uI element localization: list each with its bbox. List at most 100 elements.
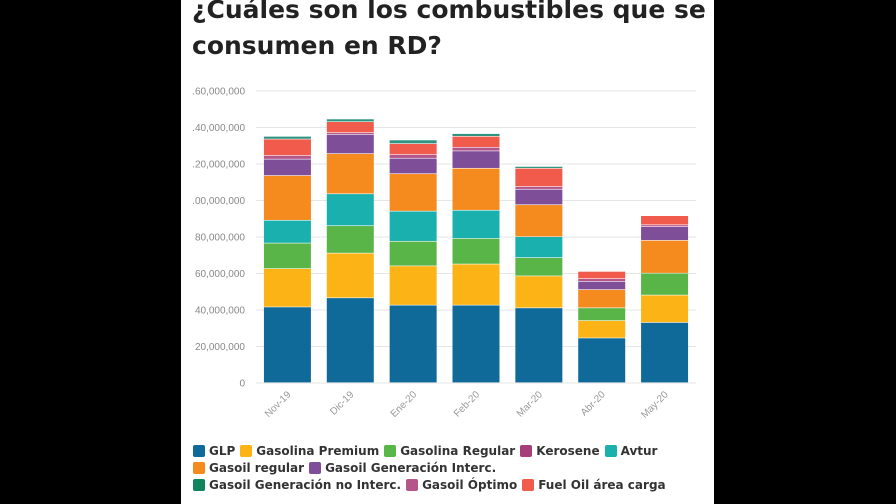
legend-swatch (522, 479, 535, 491)
bar-segment (263, 307, 311, 383)
legend-label: Fuel Oil área carga (538, 478, 666, 492)
legend-label: Gasoil Generación Interc. (325, 461, 497, 475)
y-tick-label: 0 (239, 379, 245, 390)
bar-segment (389, 241, 437, 266)
bar-segment (389, 158, 437, 174)
legend-label: Gasoil Generación no Interc. (209, 478, 402, 492)
y-tick-label: .00,000,000 (192, 196, 245, 207)
y-tick-label: .20,000,000 (192, 160, 245, 171)
legend-row: Gasoil regular Gasoil Generación Interc. (193, 461, 713, 477)
bar-segment (515, 237, 563, 258)
chart-title: ¿Cuáles son los combustibles que se cons… (192, 0, 706, 60)
bar-segment (578, 308, 626, 321)
legend-item: Gasoil Generación Interc. (309, 461, 496, 475)
bar-segment (389, 140, 437, 144)
legend-swatch (384, 445, 397, 457)
bar-segment (263, 268, 311, 307)
bar-segment (452, 238, 500, 264)
bar-segment (326, 226, 374, 253)
bar-segment (641, 226, 689, 241)
bar-segment (326, 134, 374, 154)
bar-segment (578, 278, 626, 282)
bar-segment (326, 122, 374, 133)
bar-segment (452, 264, 500, 305)
legend-swatch (193, 445, 205, 457)
x-tick-label: Dic-19 (328, 389, 357, 418)
bar-segment (641, 240, 689, 273)
y-tick-label: 40,000,000 (195, 306, 245, 317)
legend-item: Kerosene (520, 444, 600, 458)
bar-segment (263, 243, 311, 269)
legend-item: Gasoil regular (193, 461, 304, 475)
bar-segment (515, 308, 563, 383)
legend-item: GLP (193, 444, 235, 458)
legend-label: Gasolina Regular (400, 444, 516, 458)
x-tick-label: Feb-20 (452, 389, 482, 419)
bar-segment (515, 166, 563, 168)
bar-segment (641, 216, 689, 225)
legend-row: Gasoil Generación no Interc. Gasoil Óptim… (193, 478, 713, 494)
x-tick-label: Nov-19 (263, 389, 294, 420)
bar-segment (263, 159, 311, 176)
legend-swatch (193, 462, 205, 474)
legend-label: GLP (209, 444, 236, 458)
bar-segment (641, 295, 689, 323)
legend-swatch (406, 479, 419, 491)
bar-segment (326, 119, 374, 122)
bar-segment (641, 225, 689, 227)
legend-label: Gasolina Premium (256, 444, 380, 458)
bar-segment (515, 257, 563, 276)
bar-segment (452, 168, 500, 210)
bar-segment (389, 154, 437, 158)
bar-segment (452, 210, 500, 239)
bar-segment (389, 143, 437, 155)
legend-item: Gasolina Regular (384, 444, 515, 458)
x-tick-label: May-20 (639, 389, 671, 421)
stacked-bar-chart: 0 20,000,000 40,000,000 60,000,000 80,000,00… (192, 87, 696, 421)
bar-segment (389, 211, 437, 241)
legend-label: Avtur (620, 444, 658, 458)
bar-segment (578, 281, 626, 290)
bar-segment (578, 320, 626, 338)
bar-segment (452, 147, 500, 151)
bar-segment (452, 151, 500, 168)
bar-segment (515, 168, 563, 187)
legend-item: Gasoil Generación no Interc. (193, 478, 401, 492)
bar-segment (389, 174, 437, 211)
y-tick-label: .40,000,000 (192, 123, 245, 134)
bar-segment (452, 136, 500, 147)
bar-segment (515, 186, 563, 189)
bar-segment (263, 155, 311, 159)
bar-segment (263, 220, 311, 243)
legend-swatch (520, 445, 533, 457)
bar-segment (641, 273, 689, 295)
legend-row: GLP Gasolina Premium Gasolina Regular Keros… (193, 444, 713, 460)
bar-segment (578, 271, 626, 279)
legend-label: Gasoil Óptimo (422, 478, 518, 492)
legend-swatch (309, 462, 322, 474)
legend-item: Gasoil Óptimo (406, 478, 517, 492)
y-tick-label: 80,000,000 (195, 233, 245, 244)
bar-segment (641, 322, 689, 383)
x-tick-label: Ene-20 (389, 389, 420, 420)
bar-segment (326, 153, 374, 194)
bar-segment (263, 175, 311, 220)
bar-segment (452, 133, 500, 137)
bar-segment (263, 139, 311, 156)
bar-segment (578, 338, 626, 383)
bar-segment (515, 276, 563, 308)
legend-item: Fuel Oil área carga (522, 478, 666, 492)
chart-panel: ¿Cuáles son los combustibles que se cons… (181, 0, 714, 504)
legend-label: Kerosene (536, 444, 600, 458)
legend-item: Avtur (604, 444, 658, 458)
bar-segment (326, 298, 374, 383)
bar-segment (326, 253, 374, 298)
legend-swatch (193, 479, 205, 491)
bar-segment (452, 305, 500, 383)
y-tick-label: 20,000,000 (195, 342, 245, 353)
legend-item: Gasolina Premium (240, 444, 379, 458)
y-tick-label: 60,000,000 (195, 269, 245, 280)
x-tick-label: Mar-20 (515, 389, 545, 419)
bar-segment (578, 289, 626, 308)
x-tick-label: Abr-20 (579, 389, 608, 418)
